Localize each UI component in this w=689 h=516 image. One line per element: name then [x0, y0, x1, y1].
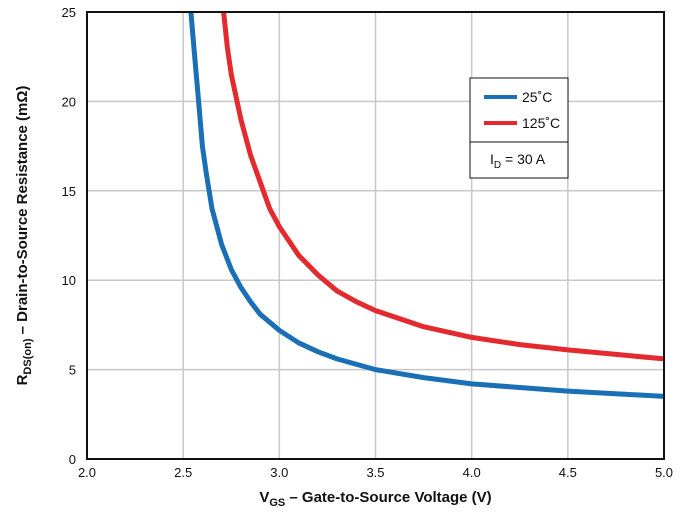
legend-label-25c: 25˚C — [522, 89, 552, 105]
series-line-25c — [188, 11, 665, 399]
legend: 25˚C 125˚C ID = 30 A — [469, 77, 569, 179]
legend-condition: ID = 30 A — [490, 151, 546, 171]
x-tick-label: 4.0 — [463, 465, 481, 480]
x-axis-title-main: V — [259, 489, 269, 506]
legend-box — [469, 77, 569, 179]
tick-labels: 2.0 2.5 3.0 3.5 4.0 4.5 5.0 0 5 10 15 20 25 — [62, 5, 674, 480]
y-axis-title-rest: – Drain-to-Source Resistance (mΩ) — [14, 86, 31, 339]
x-axis-title-rest: – Gate-to-Source Voltage (V) — [285, 489, 491, 506]
y-axis-title-main: R — [14, 374, 31, 385]
x-tick-label: 5.0 — [655, 465, 673, 480]
curves — [188, 11, 665, 399]
x-tick-label: 2.5 — [174, 465, 192, 480]
x-tick-label: 3.0 — [270, 465, 288, 480]
y-tick-label: 0 — [69, 452, 76, 467]
y-axis-title-subscript: DS(on) — [22, 338, 34, 374]
series-line-125c — [221, 11, 665, 362]
x-axis-title-subscript: GS — [269, 497, 285, 509]
legend-condition-main: I — [490, 151, 494, 167]
y-tick-label: 5 — [69, 363, 76, 378]
x-tick-label: 4.5 — [559, 465, 577, 480]
legend-condition-subscript: D — [494, 160, 501, 171]
x-tick-label: 3.5 — [366, 465, 384, 480]
plot-frame — [86, 11, 665, 460]
y-axis-title: RDS(on) – Drain-to-Source Resistance (mΩ… — [14, 86, 34, 386]
y-tick-label: 25 — [62, 5, 76, 20]
y-tick-label: 10 — [62, 273, 76, 288]
legend-condition-rest: = 30 A — [501, 151, 546, 167]
x-tick-label: 2.0 — [78, 465, 96, 480]
x-axis-title: VGS – Gate-to-Source Voltage (V) — [259, 489, 491, 509]
y-tick-label: 15 — [62, 184, 76, 199]
y-tick-label: 20 — [62, 94, 76, 109]
legend-label-125c: 125˚C — [522, 115, 560, 131]
